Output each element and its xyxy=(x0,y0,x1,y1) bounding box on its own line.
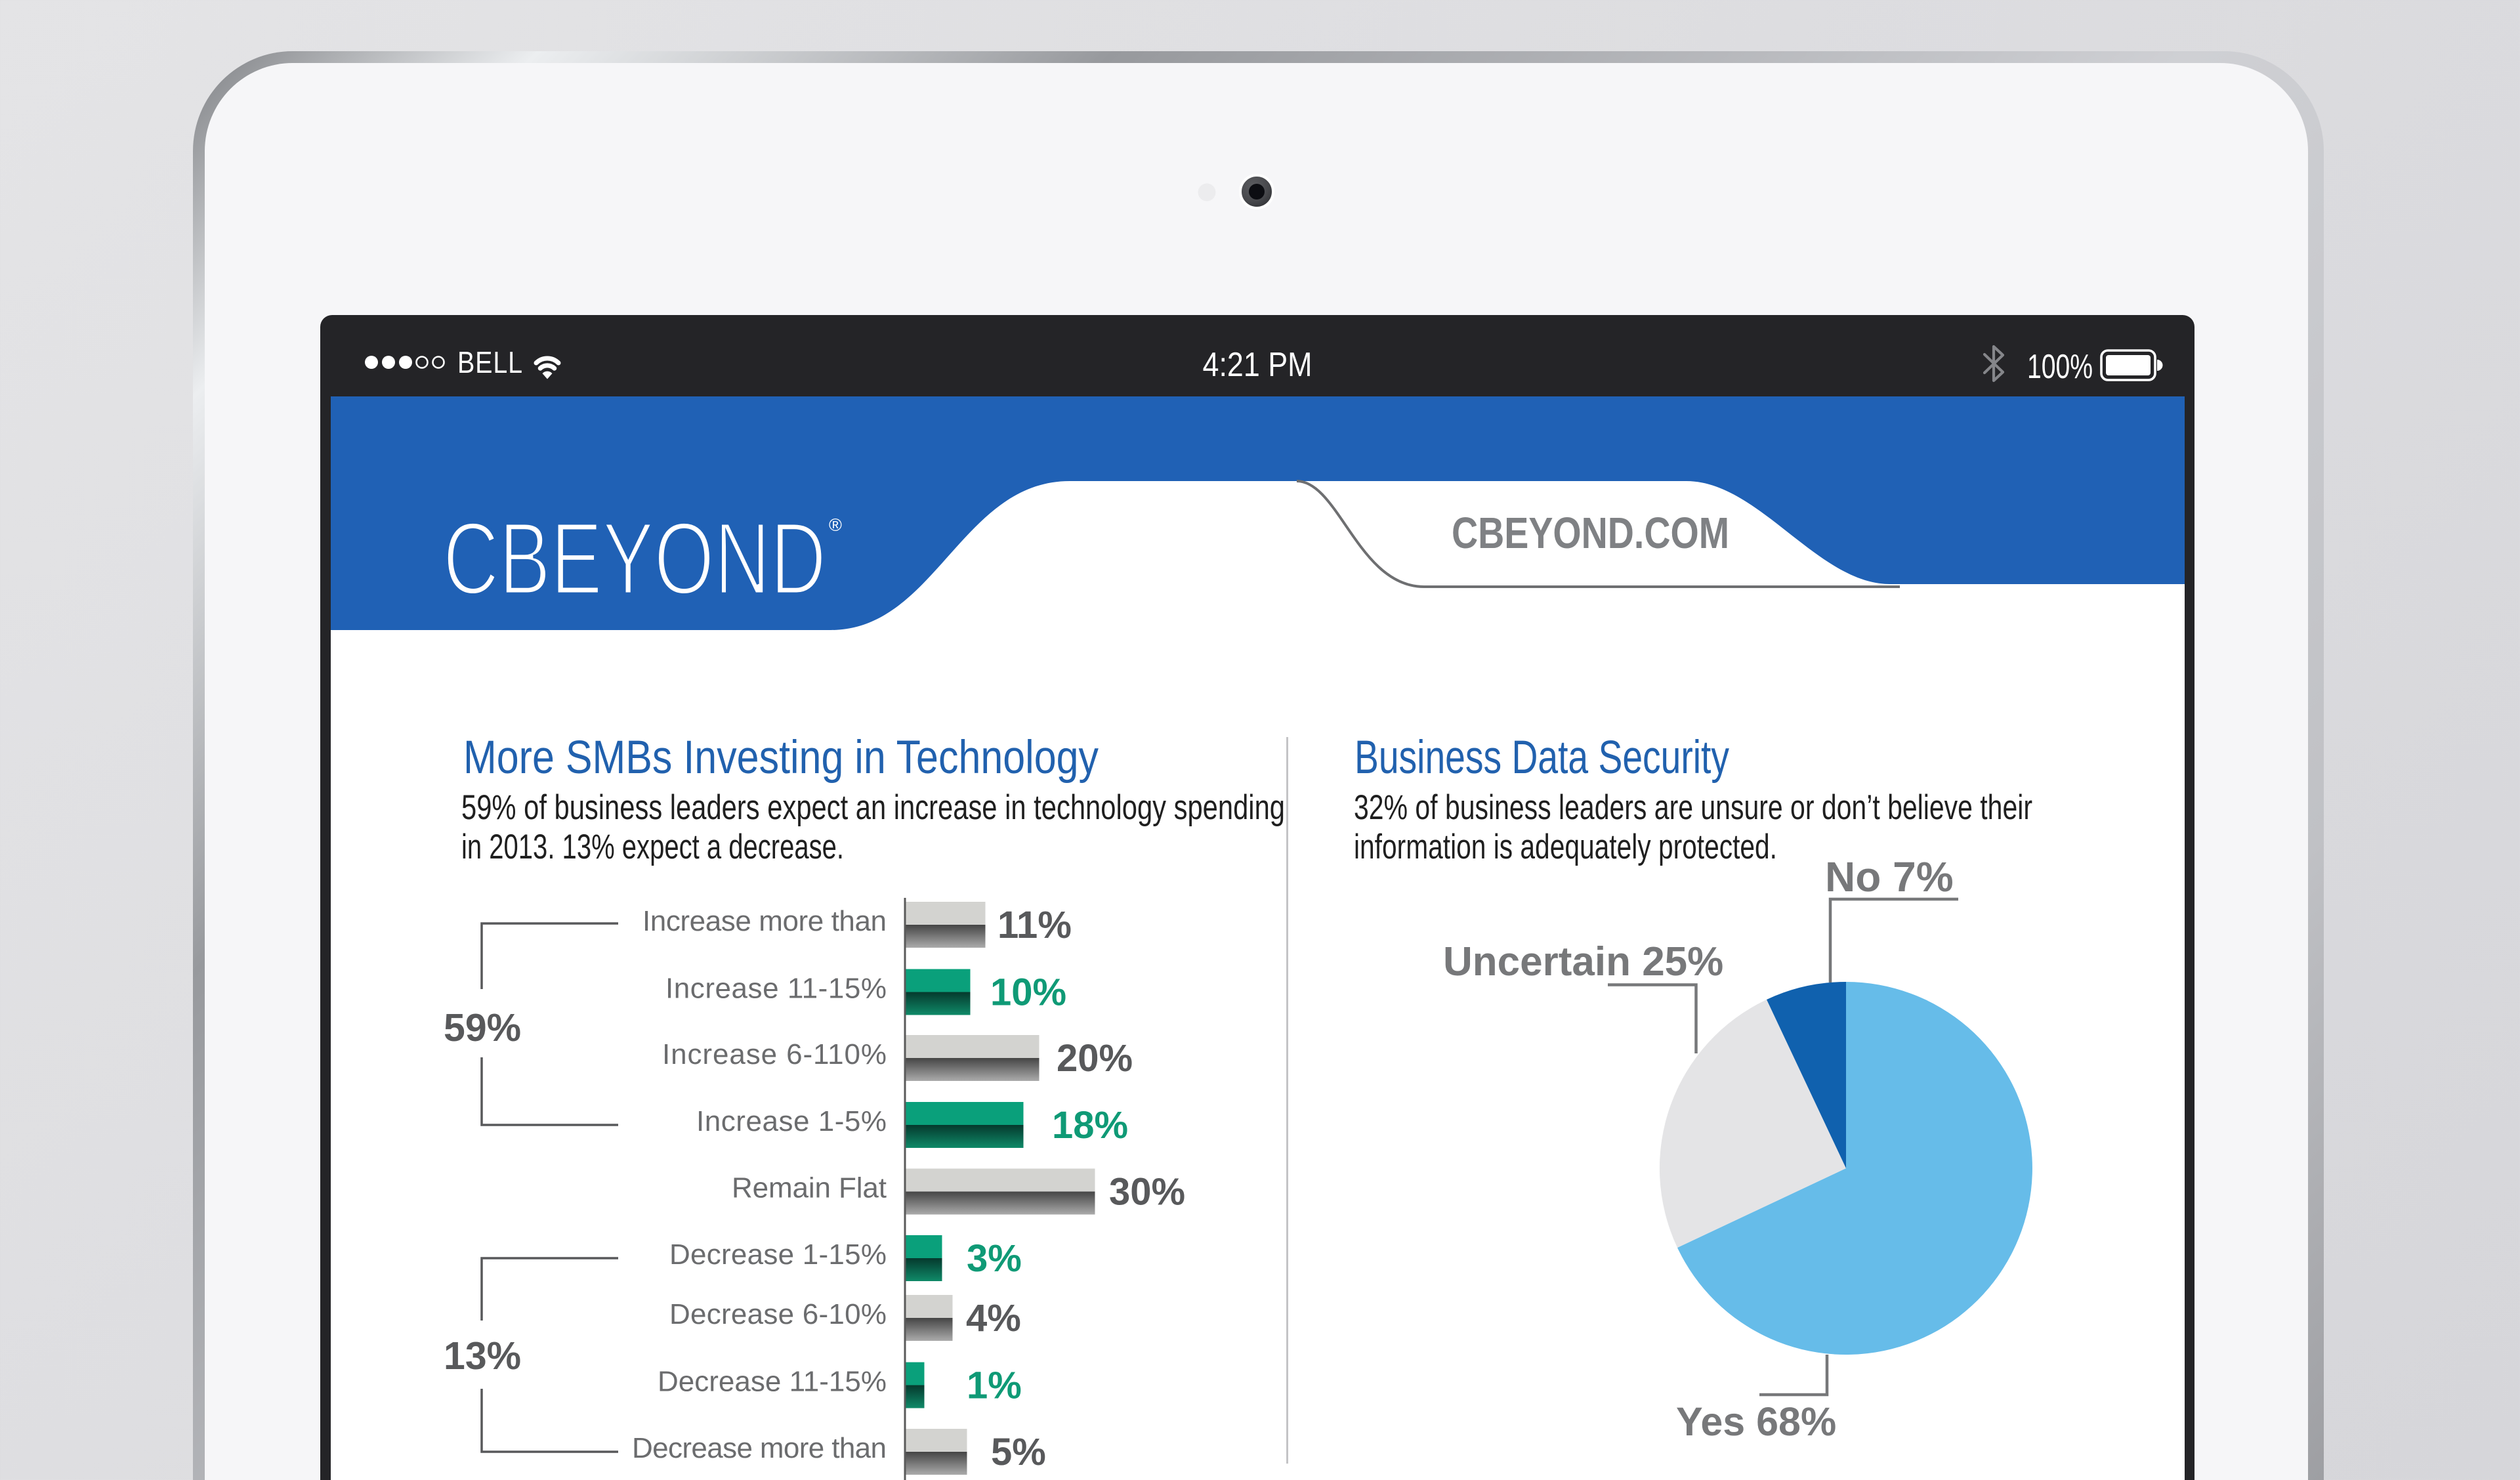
svg-text:3%: 3% xyxy=(967,1237,1022,1280)
svg-text:13%: 13% xyxy=(444,1334,521,1378)
svg-text:5%: 5% xyxy=(991,1431,1046,1473)
svg-text:20%: 20% xyxy=(1057,1037,1133,1080)
svg-text:More SMBs Investing in Technol: More SMBs Investing in Technology xyxy=(463,732,1099,784)
svg-text:18%: 18% xyxy=(1052,1104,1128,1147)
svg-text:Uncertain 25%: Uncertain 25% xyxy=(1443,939,1723,984)
svg-text:59% of business leaders expect: 59% of business leaders expect an increa… xyxy=(461,788,1285,827)
svg-text:Decrease 6-10%: Decrease 6-10% xyxy=(669,1298,887,1330)
svg-text:BELL: BELL xyxy=(457,345,523,379)
svg-text:Remain Flat: Remain Flat xyxy=(732,1172,887,1204)
svg-text:Increase 11-15%: Increase 11-15% xyxy=(665,973,887,1005)
svg-text:®: ® xyxy=(829,515,842,535)
svg-text:Increase 6-110%: Increase 6-110% xyxy=(662,1038,887,1070)
svg-text:Decrease more than: Decrease more than xyxy=(632,1432,887,1464)
svg-text:CBEYOND: CBEYOND xyxy=(443,501,826,616)
svg-text:No 7%: No 7% xyxy=(1825,853,1954,900)
svg-text:11%: 11% xyxy=(998,904,1072,946)
svg-text:30%: 30% xyxy=(1109,1171,1185,1214)
svg-text:Yes 68%: Yes 68% xyxy=(1676,1399,1836,1444)
svg-text:32% of business leaders are un: 32% of business leaders are unsure or do… xyxy=(1354,788,2032,827)
svg-text:Business Data Security: Business Data Security xyxy=(1354,732,1729,784)
svg-text:in 2013. 13% expect a decrease: in 2013. 13% expect a decrease. xyxy=(461,828,844,866)
svg-text:CBEYOND.COM: CBEYOND.COM xyxy=(1452,509,1729,558)
svg-text:Decrease 1-15%: Decrease 1-15% xyxy=(669,1238,887,1271)
svg-text:10%: 10% xyxy=(990,971,1066,1014)
svg-text:59%: 59% xyxy=(444,1006,521,1049)
svg-text:Increase 1-5%: Increase 1-5% xyxy=(696,1105,887,1137)
svg-text:Decrease 11-15%: Decrease 11-15% xyxy=(658,1366,887,1398)
svg-text:4:21 PM: 4:21 PM xyxy=(1203,346,1312,384)
svg-text:1%: 1% xyxy=(967,1364,1022,1407)
svg-text:4%: 4% xyxy=(966,1297,1021,1340)
svg-text:Increase more than: Increase more than xyxy=(642,905,887,937)
svg-text:100%: 100% xyxy=(2027,348,2093,386)
svg-text:information is adequately prot: information is adequately protected. xyxy=(1354,828,1777,866)
